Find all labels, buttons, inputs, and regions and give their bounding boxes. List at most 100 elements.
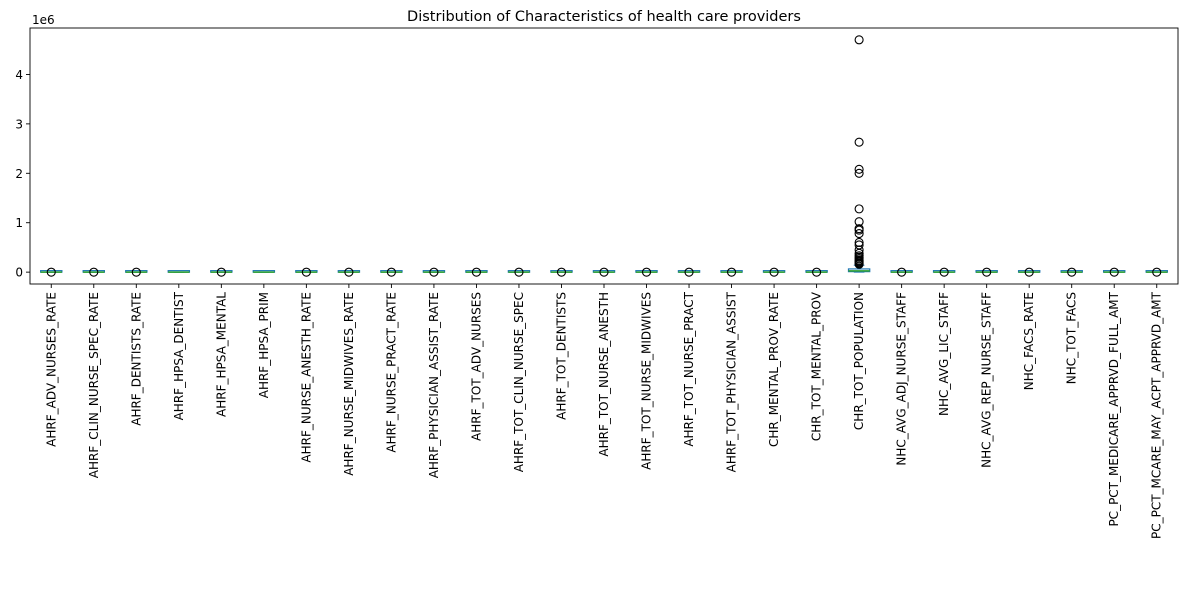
outlier-point [1024, 267, 1034, 277]
x-tick-label: NHC_AVG_ADJ_NURSE_STAFF [895, 292, 909, 466]
x-tick-label: AHRF_TOT_NURSE_ANESTH [597, 292, 611, 457]
x-tick-label: AHRF_NURSE_PRACT_RATE [384, 292, 398, 453]
x-tick-label: AHRF_TOT_CLIN_NURSE_SPEC [512, 292, 526, 472]
y-axis-scale-label: 1e6 [32, 13, 55, 27]
box-plot-ahrf-hpsa-mental [210, 267, 233, 277]
outlier-point [89, 267, 99, 277]
outlier-point [1067, 267, 1077, 277]
box-plot-ahrf-nurse-midwives-rate [337, 267, 361, 277]
outlier-point [854, 204, 864, 214]
x-axis: AHRF_ADV_NURSES_RATE AHRF_CLIN_NURSE_SPEC… [44, 284, 1164, 539]
box-plot-ahrf-tot-physician-assist [720, 267, 743, 277]
outlier-point [854, 237, 864, 248]
outlier-point [429, 267, 439, 277]
box-plot-ahrf-clin-nurse-spec-rate [82, 267, 106, 277]
box-plot-nhc-avg-lic-staff [932, 267, 956, 277]
box-plot-chr-tot-population [847, 35, 871, 273]
outlier-point [854, 35, 864, 45]
outlier-point [854, 245, 864, 255]
box-plot-pc-pct-mcare-may-acpt-apprvd-amt [1145, 267, 1168, 277]
x-tick-label: NHC_AVG_LIC_STAFF [937, 292, 951, 416]
outlier-point [854, 164, 864, 174]
box-plot-ahrf-nurse-anesth-rate [295, 267, 318, 277]
outlier-point [344, 267, 354, 277]
x-tick-label: AHRF_TOT_DENTISTS [554, 292, 568, 420]
x-tick-label: AHRF_NURSE_ANESTH_RATE [299, 292, 313, 463]
outlier-point [46, 267, 56, 277]
box-plot-ahrf-tot-dentists [550, 267, 573, 277]
box-plot-chr-tot-mental-prov [805, 267, 828, 277]
box-plot-pc-pct-medicare-apprvd-full-amt [1102, 267, 1126, 277]
outlier-point [854, 168, 864, 178]
outlier-point [514, 267, 524, 277]
outlier-point [982, 267, 992, 277]
box-plot-nhc-avg-adj-nurse-staff [890, 267, 913, 277]
outlier-point [854, 217, 864, 227]
plot-frame [29, 27, 1179, 285]
box-plot-ahrf-hpsa-dentist [167, 270, 191, 273]
x-tick-label: AHRF_PHYSICIAN_ASSIST_RATE [427, 292, 441, 478]
box-plot-ahrf-tot-clin-nurse-spec [507, 267, 531, 277]
x-tick-label: AHRF_NURSE_MIDWIVES_RATE [342, 292, 356, 476]
outlier-point [939, 267, 949, 277]
outlier-point [769, 267, 779, 277]
box-plot-ahrf-adv-nurses-rate [40, 267, 63, 277]
outlier-point [812, 267, 822, 277]
x-tick-label: AHRF_DENTISTS_RATE [129, 292, 143, 426]
box-plot-nhc-avg-rep-nurse-staff [975, 267, 998, 277]
box-plot-ahrf-tot-nurse-pract [677, 267, 701, 277]
x-tick-label: AHRF_HPSA_MENTAL [214, 292, 228, 417]
outlier-point [854, 137, 864, 147]
outlier-point [599, 267, 609, 277]
x-tick-label: PC_PCT_MEDICARE_APPRVD_FULL_AMT [1107, 291, 1121, 526]
outlier-point [471, 267, 481, 277]
box-plot-ahrf-nurse-pract-rate [380, 267, 403, 277]
x-tick-label: AHRF_ADV_NURSES_RATE [44, 292, 58, 447]
x-tick-label: NHC_FACS_RATE [1022, 292, 1036, 390]
outlier-point [386, 267, 396, 277]
box-plot-chr-mental-prov-rate [762, 267, 786, 277]
outlier-point [641, 267, 652, 277]
x-tick-label: CHR_TOT_POPULATION [852, 292, 866, 430]
y-tick-label: 0 [15, 266, 23, 280]
x-tick-label: AHRF_HPSA_PRIM [257, 292, 271, 398]
outlier-point [854, 240, 864, 250]
outlier-point [556, 267, 567, 277]
x-tick-label: NHC_AVG_REP_NURSE_STAFF [980, 292, 994, 468]
x-tick-label: CHR_MENTAL_PROV_RATE [767, 292, 781, 447]
outlier-point [897, 267, 907, 277]
x-tick-label: AHRF_CLIN_NURSE_SPEC_RATE [87, 292, 101, 478]
outlier-point [301, 267, 311, 277]
x-tick-label: AHRF_TOT_NURSE_PRACT [682, 291, 696, 446]
outlier-point [216, 267, 226, 277]
outlier-point [727, 267, 737, 277]
outlier-point [854, 251, 864, 261]
box-plot-ahrf-dentists-rate [125, 267, 148, 277]
x-tick-label: AHRF_TOT_PHYSICIAN_ASSIST [725, 291, 739, 472]
outlier-point [1109, 267, 1119, 277]
x-tick-label: AHRF_TOT_ADV_NURSES [469, 292, 483, 441]
y-tick-label: 4 [15, 68, 23, 82]
chart-title: Distribution of Characteristics of healt… [407, 9, 801, 25]
box-plot-nhc-tot-facs [1060, 267, 1083, 277]
box-plot-ahrf-tot-nurse-midwives [635, 267, 658, 277]
y-tick-label: 3 [15, 117, 23, 131]
outlier-point [1152, 267, 1162, 277]
plot-area [40, 35, 1168, 277]
x-tick-label: AHRF_HPSA_DENTIST [172, 291, 186, 420]
x-tick-label: NHC_TOT_FACS [1065, 292, 1079, 384]
outlier-point [854, 224, 864, 234]
box-plot-ahrf-tot-nurse-anesth [592, 267, 616, 277]
box-plot-ahrf-tot-adv-nurses [465, 267, 488, 277]
box-plot-ahrf-hpsa-prim [252, 270, 276, 273]
outlier-point [131, 267, 141, 277]
y-axis: 0 1 2 3 4 [15, 68, 30, 280]
box-plot-ahrf-physician-assist-rate [422, 267, 446, 277]
y-tick-label: 2 [15, 167, 23, 181]
x-tick-label: CHR_TOT_MENTAL_PROV [810, 291, 824, 441]
x-tick-label: AHRF_TOT_NURSE_MIDWIVES [640, 292, 654, 470]
box-plot-nhc-facs-rate [1017, 267, 1041, 277]
outlier-point [684, 267, 694, 277]
